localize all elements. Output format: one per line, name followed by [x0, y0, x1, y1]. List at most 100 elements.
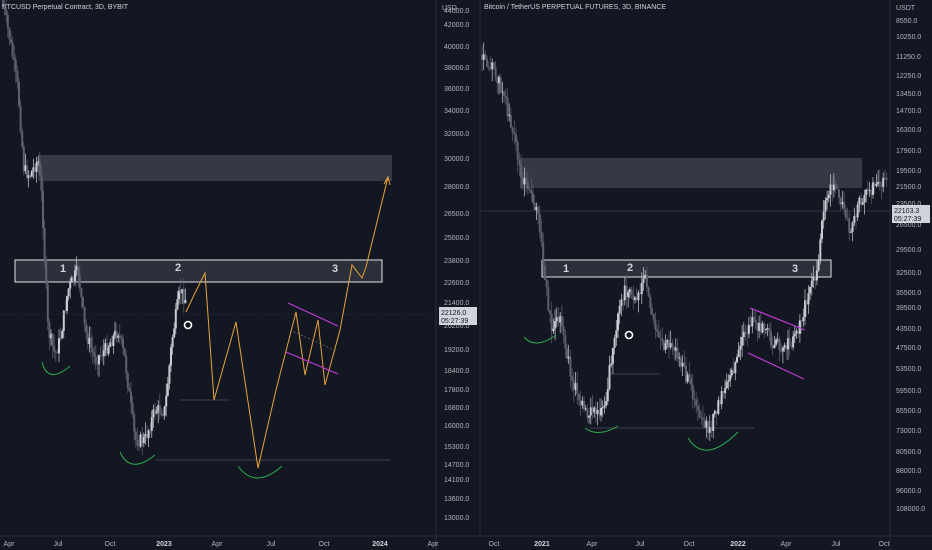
left-y-tick-6: 32000.0	[444, 131, 469, 138]
right-candle-85	[625, 285, 628, 298]
left-candle-105	[170, 347, 172, 366]
left-candle-4	[8, 27, 11, 40]
left-arc-2	[119, 451, 156, 465]
right-y-tick-14: 35500.0	[896, 290, 921, 297]
right-candle-148	[732, 370, 735, 374]
right-candle-174	[776, 339, 779, 341]
left-candle-85	[138, 445, 140, 447]
right-candle-86	[627, 292, 630, 298]
left-candle-54	[88, 337, 91, 345]
left-candle-84	[136, 439, 139, 446]
left-last-price-text: 22126.0	[441, 310, 466, 317]
left-candle-73	[118, 335, 121, 337]
left-candle-93	[150, 417, 153, 431]
left-channel-top	[287, 302, 339, 327]
left-candle-107	[173, 328, 176, 338]
right-candle-180	[787, 338, 789, 350]
left-candle-100	[162, 415, 164, 417]
right-candle-125	[693, 399, 696, 401]
right-candle-187	[798, 320, 801, 334]
left-candle-65	[106, 343, 108, 354]
left-candle-12	[21, 131, 24, 147]
right-candle-12	[501, 91, 504, 93]
right-last-price-text: 22103.3	[894, 208, 919, 215]
right-candle-163	[758, 322, 761, 331]
left-y-tick-5: 34000.0	[444, 108, 469, 115]
right-y-tick-3: 12250.0	[896, 73, 921, 80]
right-candle-31	[533, 202, 536, 211]
right-y-tick-11: 26500.0	[896, 222, 921, 229]
left-candles	[2, 0, 187, 456]
right-candle-153	[741, 337, 744, 346]
right-candle-204	[827, 194, 830, 199]
right-y-tick-18: 53500.0	[896, 366, 921, 373]
right-candle-96	[644, 274, 647, 279]
right-candle-216	[848, 218, 851, 233]
right-candle-164	[759, 322, 762, 333]
right-candle-211	[839, 197, 842, 205]
right-candle-190	[804, 300, 806, 318]
right-y-tick-7: 17900.0	[896, 148, 921, 155]
right-candle-28	[528, 189, 531, 191]
left-candle-68	[110, 342, 113, 346]
left-x-tick-8: Apr	[428, 541, 440, 548]
right-candle-123	[690, 378, 693, 385]
left-candle-67	[109, 342, 112, 347]
right-candle-56	[576, 383, 579, 394]
left-candle-53	[86, 332, 89, 345]
left-candle-14	[24, 165, 27, 172]
right-candle-124	[691, 384, 694, 400]
right-candle-47	[560, 316, 563, 327]
left-candle-22	[37, 161, 40, 163]
right-candle-71	[601, 407, 604, 409]
right-candle-109	[666, 340, 669, 344]
right-candle-108	[664, 343, 667, 350]
right-candle-198	[817, 260, 820, 271]
right-price-axis-unit: USDT	[896, 5, 916, 12]
right-candle-212	[841, 202, 844, 205]
left-candle-26	[43, 228, 46, 260]
right-candle-218	[851, 222, 854, 232]
right-candle-235	[880, 185, 883, 187]
right-candle-118	[681, 362, 684, 367]
right-y-tick-22: 80500.0	[896, 449, 921, 456]
right-candle-161	[754, 319, 757, 323]
right-candle-183	[792, 336, 795, 348]
right-candle-1	[482, 54, 485, 60]
right-candle-99	[649, 296, 652, 309]
right-candle-135	[710, 427, 713, 431]
left-candle-66	[107, 346, 110, 354]
left-candle-56	[91, 347, 94, 353]
right-y-tick-24: 96000.0	[896, 488, 921, 495]
left-candle-43	[70, 277, 73, 282]
right-candle-143	[724, 388, 727, 394]
left-candle-2	[5, 9, 8, 16]
right-candle-82	[620, 299, 623, 306]
left-projection-arrowhead	[383, 175, 391, 186]
left-y-tick-14: 20200.0	[444, 323, 469, 330]
right-candle-89	[632, 294, 635, 301]
left-candle-79	[128, 388, 131, 392]
right-arc-2	[584, 425, 619, 433]
left-candle-64	[104, 343, 107, 351]
right-candle-226	[865, 189, 868, 196]
left-candle-36	[59, 338, 62, 340]
left-y-tick-11: 23800.0	[444, 258, 469, 265]
right-candle-91	[635, 297, 638, 301]
right-candle-115	[676, 347, 679, 358]
right-candle-105	[659, 337, 662, 339]
right-candle-30	[532, 193, 534, 203]
left-countdown-text: 05:27:39	[441, 318, 468, 325]
left-candle-10	[18, 81, 20, 106]
right-candle-168	[766, 327, 769, 329]
left-candle-77	[125, 355, 128, 373]
right-candle-54	[572, 380, 575, 390]
right-candle-3	[486, 59, 489, 67]
right-candle-65	[591, 407, 594, 413]
right-candle-36	[542, 242, 545, 266]
right-zone-label-1: 1	[563, 263, 569, 275]
right-candle-171	[771, 345, 774, 349]
left-y-tick-9: 26500.0	[444, 211, 469, 218]
left-candle-80	[130, 391, 132, 403]
